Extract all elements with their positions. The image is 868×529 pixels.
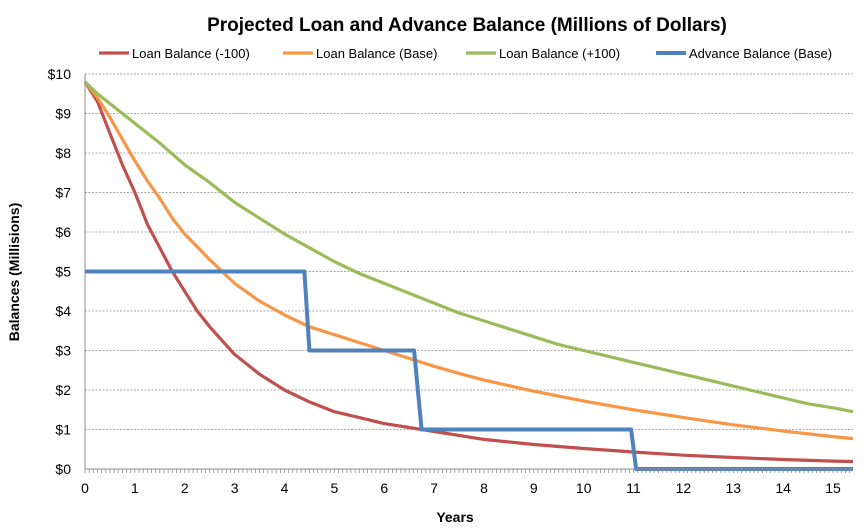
x-tick-label: 14: [775, 480, 791, 496]
x-tick-label: 12: [676, 480, 692, 496]
y-tick-label: $5: [55, 264, 71, 280]
y-tick-label: $8: [55, 145, 71, 161]
legend-label-1: Loan Balance (-100): [132, 46, 250, 61]
chart-title: Projected Loan and Advance Balance (Mill…: [207, 15, 727, 36]
y-tick-label: $2: [55, 382, 71, 398]
x-tick-label: 10: [576, 480, 592, 496]
x-tick-label: 8: [480, 480, 488, 496]
y-tick-label: $6: [55, 224, 71, 240]
legend-label-3: Loan Balance (+100): [499, 46, 620, 61]
series-line-3: [83, 80, 854, 414]
x-tick-label: 11: [626, 480, 641, 496]
x-tick-label: 0: [81, 480, 89, 496]
legend-label-4: Advance Balance (Base): [689, 46, 832, 61]
series-lines: [83, 80, 854, 471]
y-tick-label: $1: [55, 422, 71, 438]
x-tick-label: 4: [281, 480, 289, 496]
y-tick-label: $9: [55, 106, 71, 122]
x-tick-label: 15: [825, 480, 841, 496]
legend-label-2: Loan Balance (Base): [316, 46, 437, 61]
x-tick-label: 3: [231, 480, 239, 496]
series-line-2: [83, 80, 854, 441]
y-tick-label: $4: [55, 303, 71, 319]
series-line-4: [85, 269, 853, 471]
x-tick-label: 5: [330, 480, 338, 496]
x-tick-label: 1: [131, 480, 139, 496]
x-tick-label: 2: [181, 480, 189, 496]
x-axis-title: Years: [436, 509, 474, 525]
y-axis-title: Balances (Millisions): [6, 203, 22, 341]
x-tick-label: 13: [726, 480, 742, 496]
x-tick-label: 7: [430, 480, 438, 496]
y-tick-label: $7: [55, 185, 71, 201]
axes: $0$1$2$3$4$5$6$7$8$9$100 1 2 3 4 5 6 7 8 9 10 11 12 1…: [48, 66, 853, 496]
y-tick-label: $0: [55, 461, 71, 477]
y-tick-label: $10: [48, 66, 72, 82]
y-tick-label: $3: [55, 343, 71, 359]
x-tick-label: 6: [380, 480, 388, 496]
legend: Loan Balance (-100) Loan Balance (Base) Lo…: [99, 46, 832, 61]
x-tick-label: 9: [530, 480, 538, 496]
